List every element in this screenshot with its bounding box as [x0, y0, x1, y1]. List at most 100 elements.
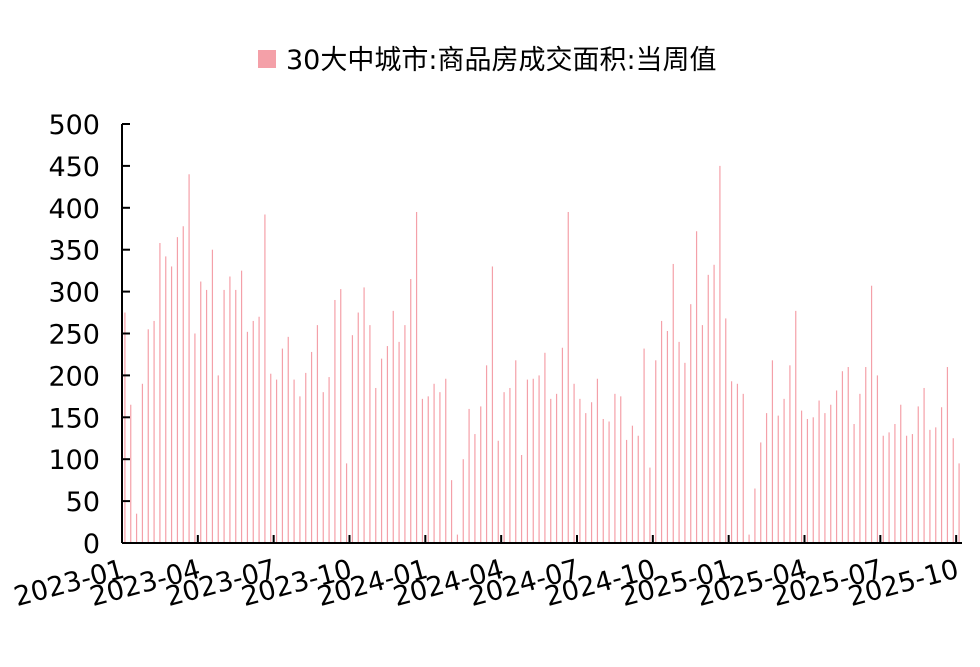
- bar: [719, 165, 721, 543]
- bar: [369, 325, 371, 543]
- bar: [287, 336, 289, 543]
- bar: [958, 463, 960, 543]
- bar: [240, 270, 243, 543]
- bar: [824, 413, 826, 543]
- bar: [550, 398, 552, 543]
- bar: [135, 513, 138, 543]
- bar: [608, 421, 610, 543]
- bar: [474, 434, 476, 543]
- bar: [765, 413, 768, 543]
- bar: [620, 396, 622, 543]
- y-axis: 0 50 100 150 200 250 300 350 400 450 500: [48, 110, 130, 560]
- bar: [923, 387, 925, 543]
- bar: [666, 330, 669, 543]
- bar: [229, 276, 231, 543]
- y-tick-label: 0: [83, 529, 100, 560]
- bar: [165, 256, 167, 543]
- bar: [363, 287, 365, 543]
- legend-swatch: [258, 50, 276, 68]
- bar: [911, 434, 914, 543]
- y-tick-label: 200: [48, 361, 100, 392]
- bar: [404, 325, 406, 543]
- bar: [835, 390, 838, 543]
- bar: [818, 400, 820, 543]
- bar: [246, 331, 249, 543]
- bar: [859, 393, 861, 543]
- bar: [398, 341, 400, 543]
- bar: [340, 289, 342, 543]
- bar: [649, 467, 651, 543]
- bar: [130, 404, 132, 543]
- legend-label: 30大中城市:商品房成交面积:当周值: [286, 45, 717, 76]
- bar: [357, 312, 359, 543]
- bar: [445, 378, 447, 543]
- bar: [590, 402, 593, 543]
- bar: [900, 404, 902, 543]
- y-tick-label: 250: [48, 320, 100, 351]
- y-tick-label: 300: [48, 278, 100, 309]
- bar: [345, 463, 348, 543]
- bar: [153, 320, 155, 543]
- bar: [450, 480, 453, 543]
- bar: [147, 329, 149, 543]
- bar: [433, 383, 435, 543]
- bar: [631, 425, 634, 543]
- bar: [567, 211, 569, 544]
- bar: [176, 237, 179, 543]
- bar: [946, 367, 949, 543]
- bar: [538, 375, 540, 543]
- bar: [462, 459, 464, 543]
- bar: [421, 398, 424, 543]
- bar: [520, 455, 523, 543]
- bar: [503, 392, 505, 543]
- bar: [800, 410, 803, 543]
- bar: [725, 318, 727, 543]
- bar: [497, 440, 499, 543]
- bar: [375, 387, 377, 543]
- y-tick-label: 50: [66, 487, 100, 518]
- bar: [188, 174, 190, 543]
- plot-area: [124, 165, 960, 544]
- bar: [270, 373, 272, 543]
- bar: [223, 289, 225, 543]
- bar: [672, 263, 674, 543]
- bar: [736, 383, 739, 543]
- bar: [141, 383, 144, 543]
- bar: [293, 379, 295, 543]
- bar: [876, 375, 879, 543]
- bar: [305, 372, 307, 543]
- bar: [783, 398, 785, 543]
- y-tick-label: 500: [48, 110, 100, 141]
- bar: [392, 310, 394, 543]
- bar: [812, 417, 814, 543]
- bar: [328, 377, 330, 543]
- bar: [205, 289, 208, 543]
- bar: [695, 231, 698, 543]
- bar: [159, 243, 161, 543]
- bar: [386, 346, 389, 543]
- bar: [410, 279, 412, 543]
- bar: [561, 347, 564, 543]
- bar: [515, 360, 517, 543]
- bar: [275, 379, 278, 543]
- bar: [929, 429, 931, 543]
- bar: [427, 396, 429, 543]
- bar: [573, 383, 575, 543]
- bar: [281, 348, 284, 543]
- bar: [713, 264, 715, 543]
- bar: [643, 348, 645, 543]
- bar: [847, 367, 849, 543]
- bar: [351, 335, 354, 543]
- bar: [777, 415, 779, 543]
- bar: [935, 427, 937, 543]
- bar: [917, 406, 919, 543]
- bar: [690, 304, 692, 543]
- bar: [637, 435, 639, 543]
- bar: [789, 365, 791, 543]
- bar: [182, 226, 184, 544]
- bar: [258, 316, 260, 543]
- bar: [532, 378, 534, 543]
- bar: [235, 289, 237, 543]
- bar: [439, 392, 441, 543]
- legend: 30大中城市:商品房成交面积:当周值: [258, 45, 717, 76]
